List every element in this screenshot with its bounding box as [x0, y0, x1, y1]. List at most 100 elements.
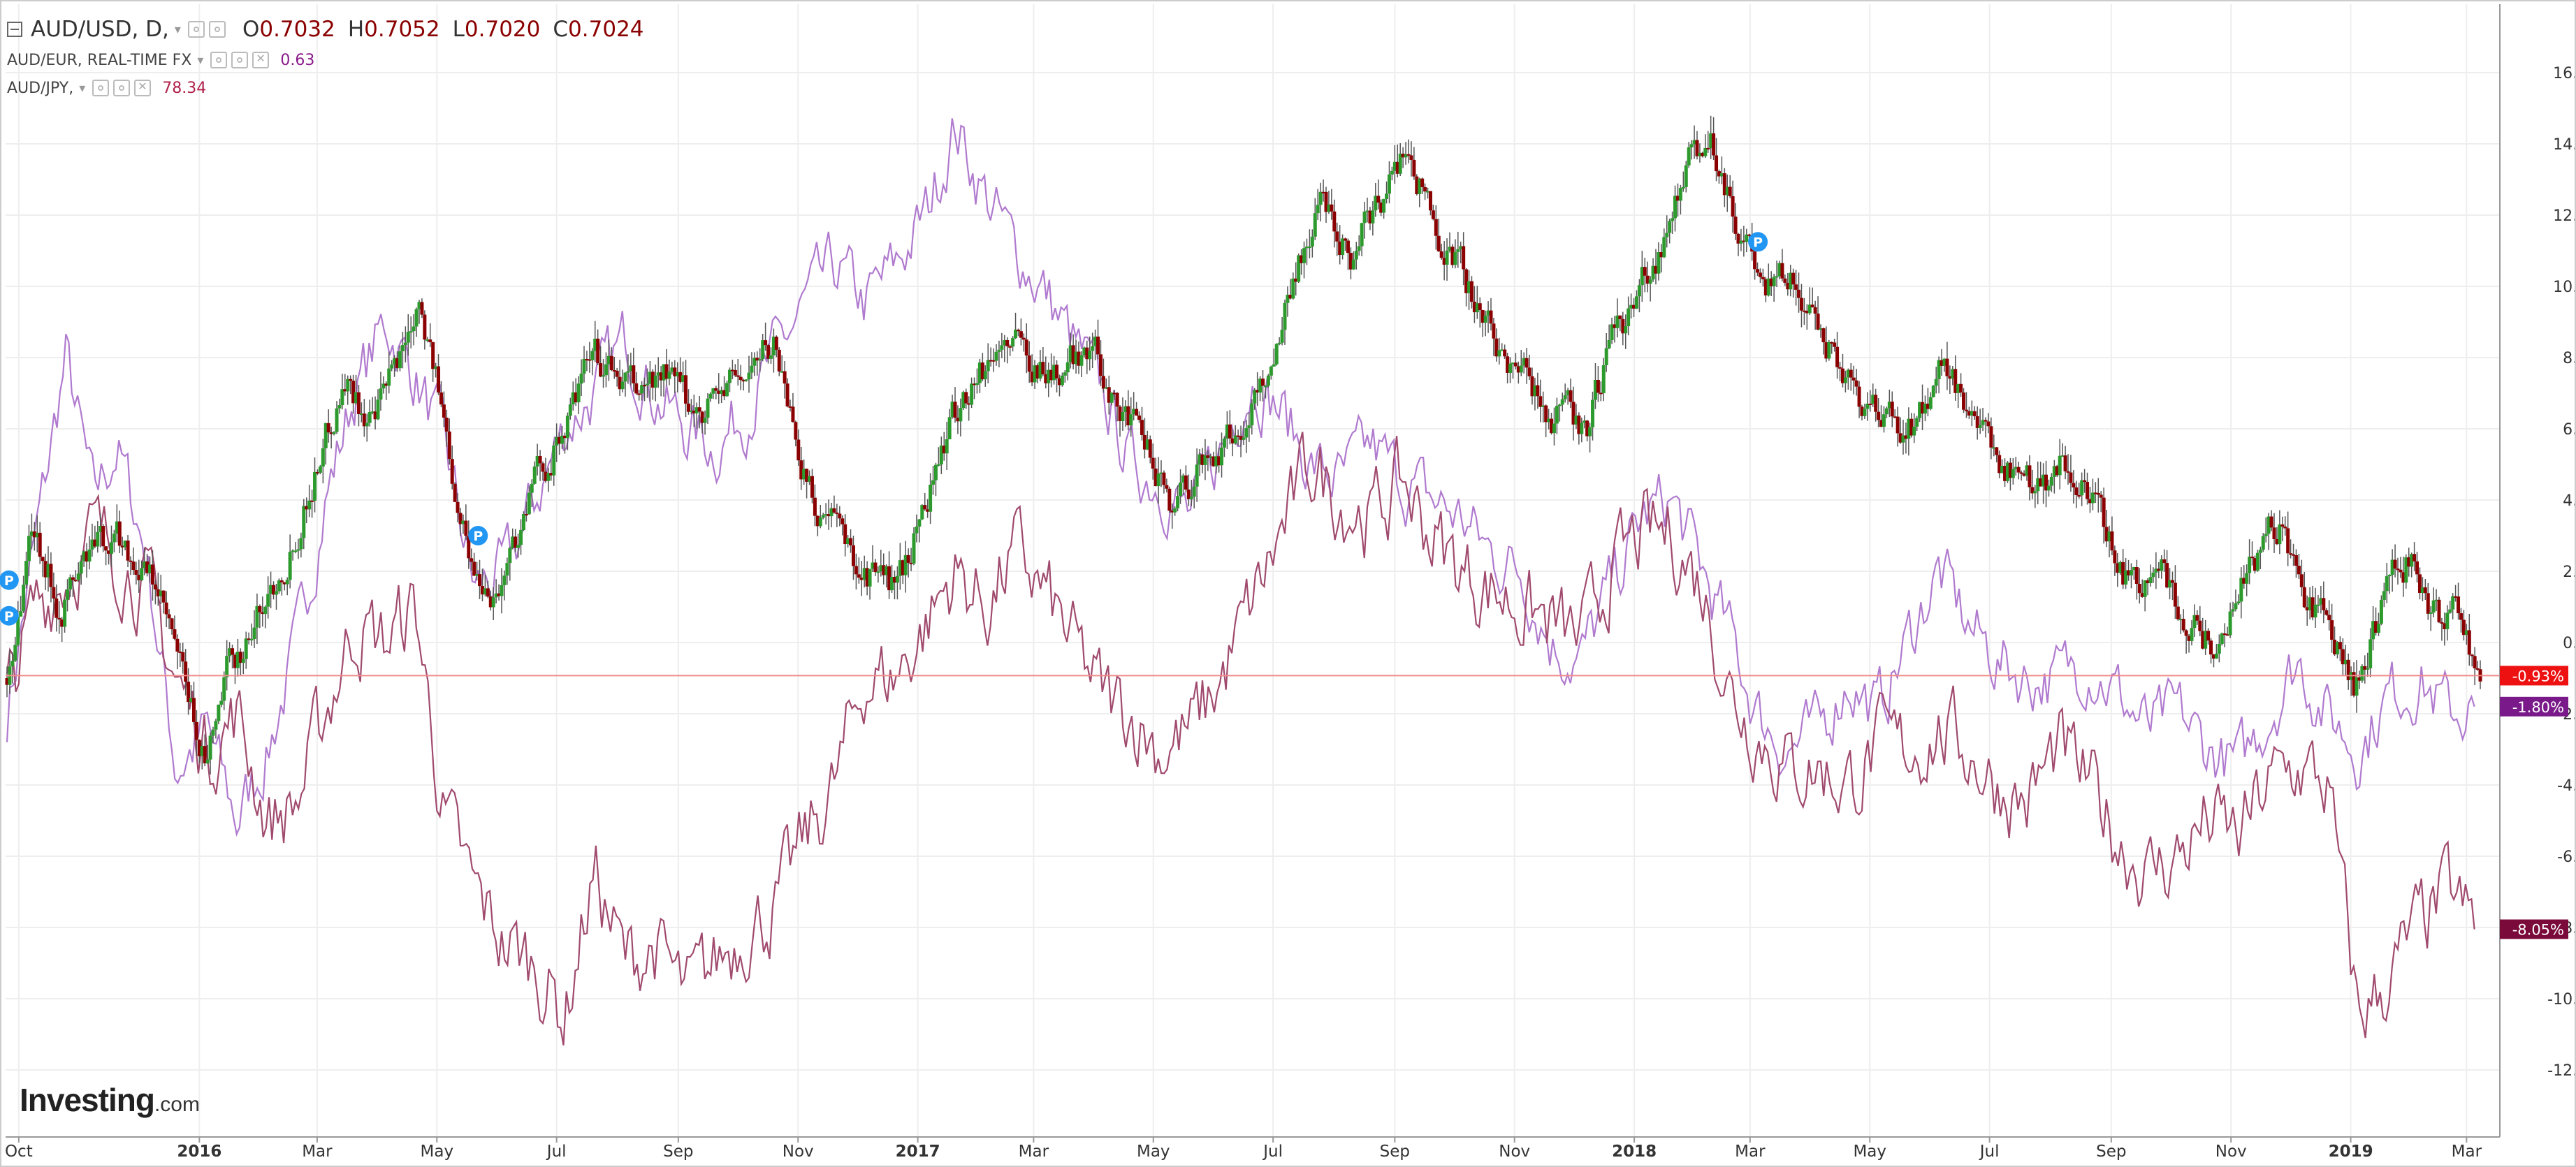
candle-body [2245, 573, 2249, 584]
candle-body [854, 566, 858, 575]
candle-body [249, 638, 254, 640]
candle-body [417, 302, 421, 309]
candle-body [288, 552, 292, 580]
candle-body [1318, 191, 1323, 205]
candle-body [365, 423, 369, 427]
candle-body [258, 605, 262, 612]
settings-icon[interactable] [231, 52, 249, 68]
candle-body [2343, 659, 2348, 665]
settings-icon[interactable] [210, 52, 228, 68]
candle-body [2239, 578, 2243, 602]
candle-body [961, 392, 966, 409]
candle-body [2181, 619, 2185, 631]
candle-body [637, 393, 641, 395]
settings-icon[interactable] [187, 21, 205, 38]
settings-icon[interactable] [92, 80, 110, 96]
candle-body [134, 570, 138, 575]
candle-body [1931, 386, 1935, 397]
candle-body [1508, 363, 1513, 373]
candle-body [2423, 587, 2427, 594]
candle-body [568, 404, 572, 416]
candle-body [859, 578, 864, 580]
candle-body [1011, 338, 1015, 347]
candle-body [321, 448, 325, 467]
candle-body [1387, 174, 1391, 194]
candle-body [222, 677, 226, 701]
close-icon[interactable] [134, 80, 152, 96]
candle-body [1766, 278, 1770, 296]
markers[interactable]: P P P P [0, 232, 1768, 626]
candle-body [296, 549, 300, 551]
candle-body [656, 372, 660, 376]
settings-icon[interactable] [208, 21, 226, 38]
candle-body [373, 411, 377, 420]
candle-body [2060, 455, 2065, 457]
candle-body [1256, 390, 1260, 393]
candle-body [1112, 392, 1116, 395]
candle-body [1151, 457, 1155, 469]
candle-body [1722, 173, 1726, 196]
candle-body [747, 372, 751, 380]
chevron-down-icon[interactable]: ▾ [197, 52, 204, 68]
candle-body [2431, 600, 2436, 613]
candle-body [1294, 278, 1298, 282]
candle-body [101, 526, 105, 547]
chevron-down-icon[interactable]: ▾ [79, 80, 86, 96]
candle-body [645, 383, 649, 386]
candle-body [2222, 633, 2227, 635]
candle-body [1233, 435, 1237, 443]
last-value-badge [2500, 666, 2568, 686]
candle-body [758, 359, 762, 361]
candle-body [783, 371, 787, 384]
candle-body [694, 407, 699, 413]
candle-body [1420, 178, 1425, 187]
candle-body [2088, 499, 2092, 504]
candle-body [2003, 465, 2007, 481]
candle-body [376, 399, 380, 420]
legend-series2-label[interactable]: AUD/EUR, REAL-TIME FX [7, 51, 192, 69]
candle-body [868, 568, 872, 587]
legend-symbol[interactable]: AUD/USD, D, [31, 17, 169, 42]
candle-body [530, 483, 534, 493]
collapse-icon[interactable] [7, 22, 22, 37]
candle-body [2261, 536, 2265, 550]
candle-body [1533, 385, 1537, 397]
candle-body [1519, 365, 1523, 373]
candle-body [279, 580, 284, 582]
candle-body [228, 648, 232, 656]
candle-body [1854, 380, 1858, 387]
candle-body [2127, 570, 2131, 575]
candle-body [2118, 562, 2123, 573]
settings-icon[interactable] [113, 80, 131, 96]
candle-body [1082, 347, 1086, 355]
candle-body [1428, 191, 1432, 211]
candle-body [1379, 203, 1383, 213]
candle-body [1923, 403, 1927, 414]
candle-body [24, 561, 29, 585]
candle-body [915, 526, 919, 534]
candle-body [555, 436, 559, 446]
candle-body [1657, 252, 1661, 274]
candle-body [650, 372, 655, 388]
candle-body [623, 372, 627, 382]
candle-body [950, 402, 954, 418]
candle-body [959, 408, 963, 422]
candle-body [1871, 395, 1875, 404]
candle-body [1662, 237, 1666, 258]
candle-body [137, 575, 141, 580]
chevron-down-icon[interactable]: ▾ [174, 22, 181, 37]
candle-body [1506, 356, 1510, 373]
y-tick-label: 8.00% [2563, 350, 2576, 367]
legend-series3-label[interactable]: AUD/JPY, [7, 79, 74, 97]
candle-body [697, 407, 701, 412]
candle-body [1637, 285, 1641, 297]
candle-body [2327, 615, 2331, 621]
candle-body [1698, 152, 1702, 156]
candle-body [599, 363, 603, 377]
candle-body [1918, 402, 1922, 418]
x-tick-label: Nov [2215, 1143, 2247, 1161]
close-icon[interactable] [252, 52, 270, 68]
candle-body [1807, 304, 1812, 314]
